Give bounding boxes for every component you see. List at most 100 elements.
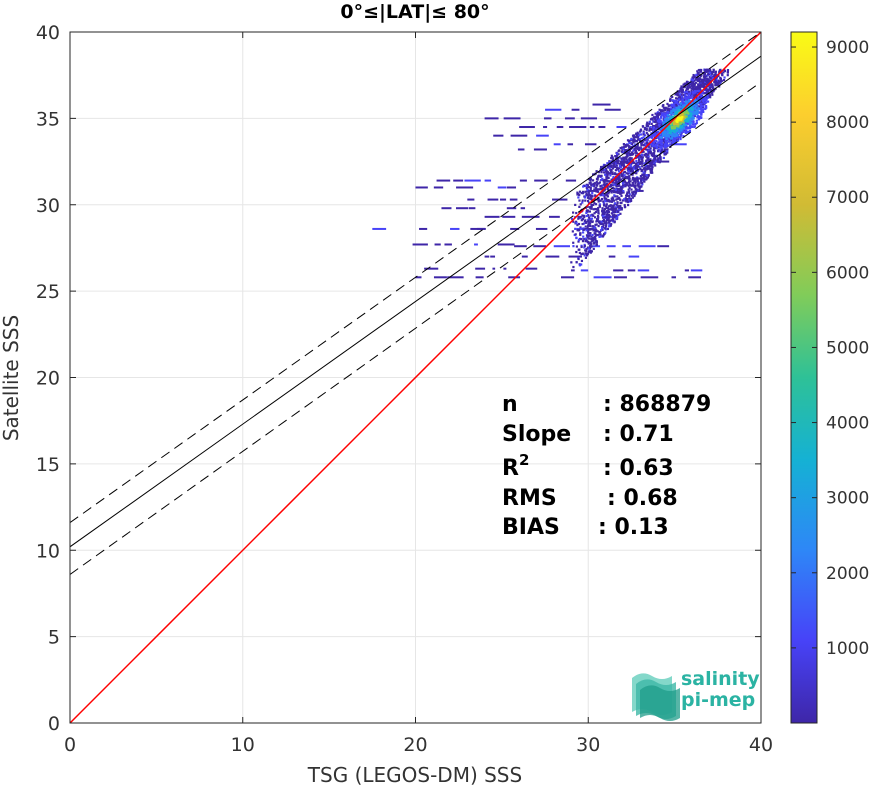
density-cell bbox=[635, 151, 638, 155]
density-core-cell bbox=[666, 133, 669, 137]
density-cell bbox=[703, 79, 706, 82]
density-streak bbox=[553, 143, 561, 146]
density-streak bbox=[519, 126, 535, 129]
density-cell bbox=[627, 170, 630, 173]
density-cell bbox=[623, 170, 627, 174]
density-cell bbox=[627, 188, 630, 191]
density-core-cell bbox=[690, 94, 693, 97]
density-cell bbox=[622, 191, 625, 194]
density-cell bbox=[644, 152, 647, 155]
density-streak bbox=[690, 269, 703, 272]
density-cell bbox=[603, 188, 606, 191]
density-cell bbox=[629, 197, 633, 200]
density-cell bbox=[596, 214, 600, 218]
density-cell bbox=[635, 159, 638, 163]
density-cell bbox=[601, 220, 604, 223]
density-streak bbox=[556, 126, 564, 129]
density-cell bbox=[622, 162, 625, 165]
density-cell bbox=[687, 90, 690, 93]
density-cell bbox=[699, 78, 702, 81]
density-cell bbox=[597, 206, 600, 210]
density-cell bbox=[587, 191, 590, 194]
density-cell bbox=[642, 133, 645, 136]
density-cell bbox=[603, 164, 607, 167]
density-core-cell bbox=[673, 123, 676, 126]
density-streak bbox=[456, 186, 474, 189]
density-core-cell bbox=[702, 105, 705, 108]
density-cell bbox=[572, 211, 575, 214]
density-cell bbox=[612, 211, 616, 214]
density-streak bbox=[424, 267, 439, 270]
density-cell bbox=[608, 216, 611, 219]
density-cell bbox=[680, 95, 683, 98]
density-cell bbox=[604, 199, 607, 202]
line-fit bbox=[70, 55, 761, 548]
density-cell bbox=[596, 230, 599, 233]
density-cell bbox=[668, 104, 671, 107]
density-cell bbox=[578, 211, 581, 214]
density-streak bbox=[609, 189, 624, 192]
density-streak bbox=[640, 276, 659, 279]
density-cell bbox=[581, 217, 585, 221]
density-cell bbox=[633, 136, 637, 139]
density-streak bbox=[657, 245, 670, 248]
density-cell bbox=[615, 206, 618, 209]
density-cell bbox=[664, 153, 667, 156]
density-cell bbox=[576, 223, 579, 227]
density-cell bbox=[694, 94, 697, 97]
colorbar-tick-label: 4000 bbox=[826, 414, 869, 434]
density-cell bbox=[593, 182, 597, 185]
density-core-cell bbox=[687, 126, 690, 129]
density-cell bbox=[633, 190, 636, 193]
density-cell bbox=[627, 158, 630, 161]
density-streak bbox=[534, 179, 548, 182]
density-cell bbox=[646, 121, 649, 124]
density-cell bbox=[605, 221, 608, 224]
density-cell bbox=[629, 139, 632, 142]
density-core-cell bbox=[696, 116, 699, 119]
density-core-cell bbox=[662, 126, 665, 129]
density-cell bbox=[590, 243, 593, 246]
density-core-cell bbox=[688, 119, 691, 122]
density-cell bbox=[588, 177, 591, 181]
density-cell bbox=[603, 181, 606, 184]
stat-value: : 0.63 bbox=[603, 456, 674, 481]
density-cell bbox=[655, 116, 658, 119]
density-cell bbox=[649, 171, 652, 174]
density-cell bbox=[619, 198, 622, 202]
density-cell bbox=[601, 211, 604, 214]
density-core-cell bbox=[684, 121, 688, 124]
density-streak bbox=[497, 243, 515, 246]
density-core-cell bbox=[656, 142, 659, 145]
density-cell bbox=[676, 104, 679, 107]
colorbar-tick-label: 5000 bbox=[826, 338, 869, 358]
y-tick-label: 0 bbox=[48, 713, 60, 735]
density-core-cell bbox=[680, 107, 683, 110]
density-cell bbox=[618, 162, 621, 165]
density-cell bbox=[590, 205, 593, 208]
density-cell bbox=[714, 82, 717, 85]
density-core-cell bbox=[702, 97, 705, 100]
density-core-cell bbox=[693, 112, 696, 115]
density-cell bbox=[642, 176, 645, 179]
density-cell bbox=[664, 106, 667, 109]
density-cell bbox=[604, 205, 608, 208]
density-cell bbox=[711, 77, 715, 80]
density-cell bbox=[572, 245, 575, 248]
density-cell bbox=[677, 94, 680, 97]
density-cell bbox=[648, 128, 651, 131]
density-cell bbox=[692, 96, 695, 99]
density-cell bbox=[651, 132, 654, 135]
density-cell bbox=[633, 194, 636, 198]
density-cell bbox=[692, 87, 695, 91]
density-core-cell bbox=[659, 116, 663, 119]
density-cell bbox=[635, 166, 639, 170]
density-cell bbox=[628, 152, 632, 155]
density-cell bbox=[659, 158, 662, 161]
density-cell bbox=[723, 76, 726, 79]
density-core-cell bbox=[700, 113, 703, 116]
y-tick-label: 40 bbox=[36, 22, 60, 44]
density-cell bbox=[594, 234, 597, 237]
density-cell bbox=[615, 155, 618, 158]
